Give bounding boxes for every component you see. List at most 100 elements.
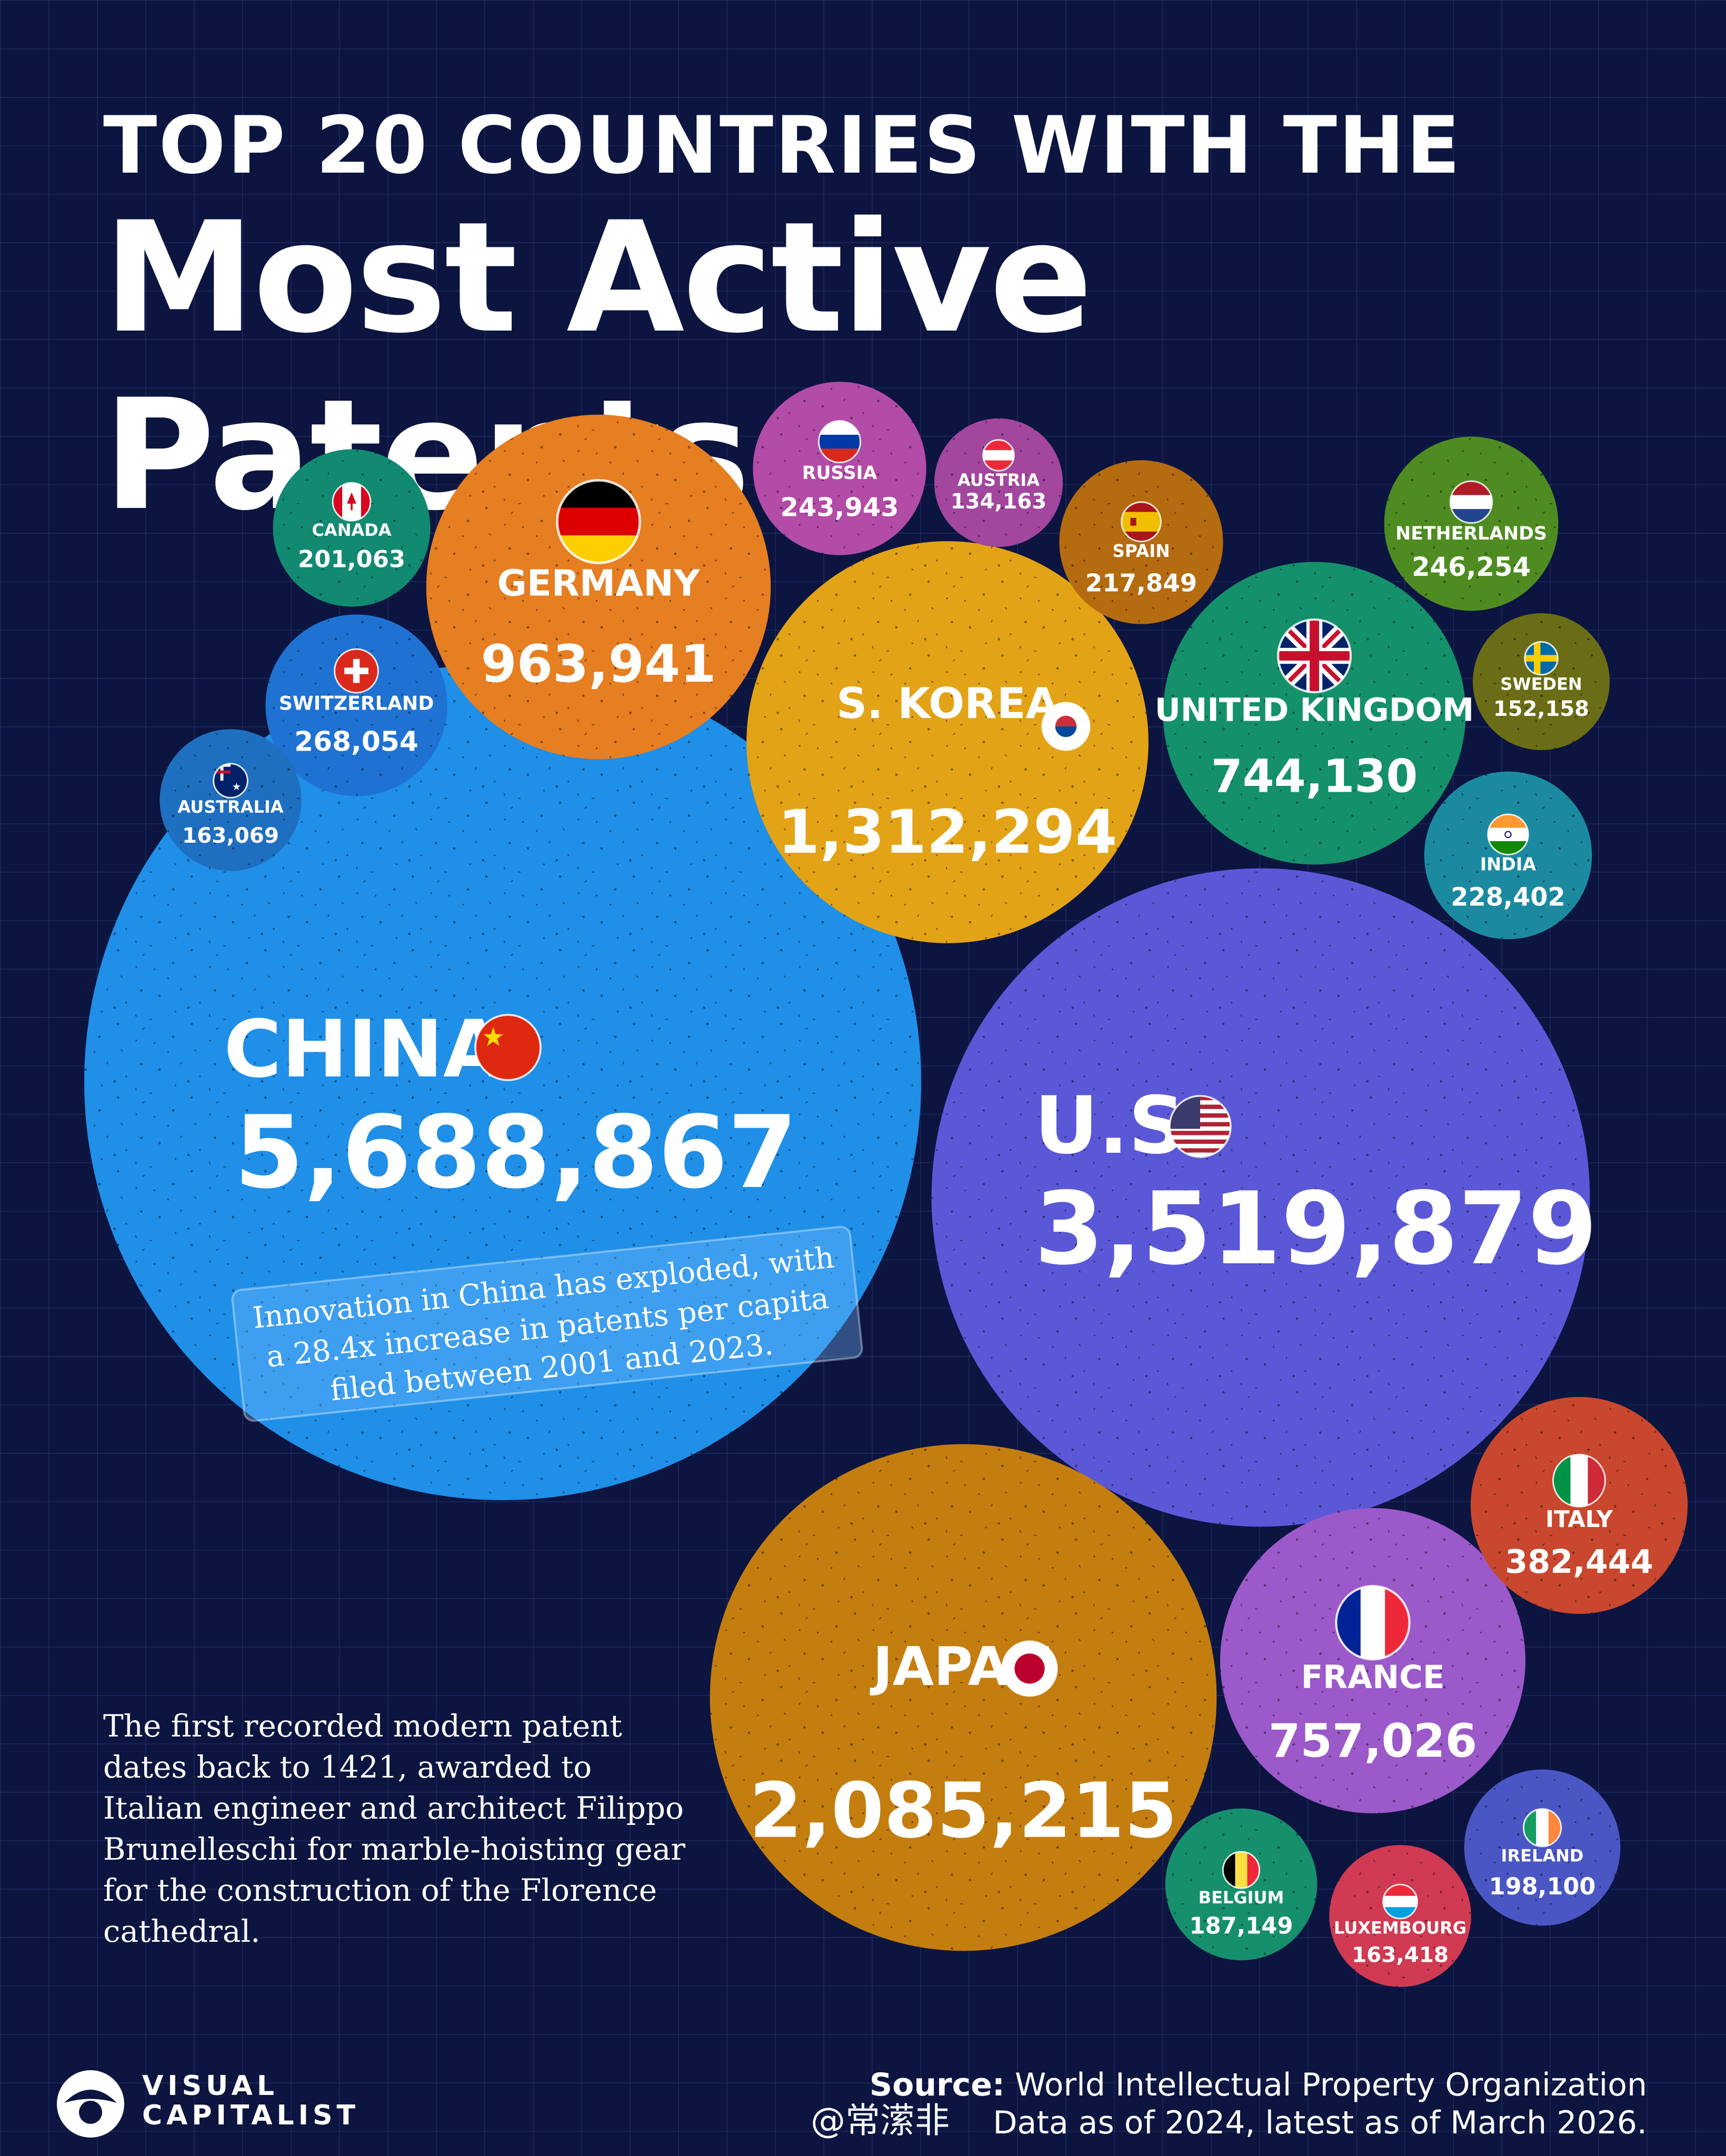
austria-flag-icon: [982, 439, 1015, 472]
south-korea-flag-icon: [1041, 702, 1091, 751]
bubble-texture-france: [1220, 1508, 1526, 1814]
bubble-france: FRANCE 757,026: [1220, 1508, 1526, 1814]
belgium-flag-icon: [1222, 1851, 1261, 1889]
bubble-label-switzerland: SWITZERLAND: [279, 692, 434, 715]
us-flag-icon: [1169, 1095, 1232, 1158]
bubble-texture-s-korea: [746, 541, 1149, 943]
bubble-value-russia: 243,943: [781, 492, 899, 523]
bubble-value-s-korea: 1,312,294: [778, 797, 1118, 867]
bubble-value-japan: 2,085,215: [750, 1767, 1178, 1855]
germany-flag-icon: [556, 479, 641, 564]
japan-flag-icon: [1001, 1640, 1058, 1697]
bubble-texture-australia: [159, 729, 302, 871]
bubble-label-ireland: IRELAND: [1501, 1846, 1584, 1866]
russia-flag-icon: [817, 420, 862, 464]
bubble-texture-germany: [426, 414, 771, 760]
bubble-value-switzerland: 268,054: [294, 726, 418, 757]
bubble-texture-austria: [934, 418, 1063, 547]
switzerland-flag-icon: [334, 648, 379, 694]
source-date: Data as of 2024, latest as of March 2026…: [993, 2104, 1647, 2141]
bubble-value-china: 5,688,867: [234, 1094, 797, 1211]
bubble-value-sweden: 152,158: [1493, 697, 1589, 721]
source-text: World Intellectual Property Organization: [1014, 2067, 1647, 2103]
bubble-label-sweden: SWEDEN: [1500, 674, 1582, 694]
uk-flag-icon: [1276, 618, 1352, 694]
bubble-russia: RUSSIA 243,943: [753, 382, 926, 555]
spain-flag-icon: [1121, 501, 1162, 543]
bubble-u-s: U.S.3,519,879: [931, 868, 1598, 1527]
bubble-label-china: CHINA: [224, 1004, 504, 1095]
bubble-label-canada: CANADA: [312, 520, 391, 540]
bubble-value-belgium: 187,149: [1190, 1913, 1293, 1940]
bubble-australia: AUSTRALIA 163,069 ★: [159, 729, 302, 871]
bubble-belgium: BELGIUM 187,149: [1165, 1808, 1318, 1961]
bubble-label-france: FRANCE: [1301, 1659, 1445, 1696]
brand-name: VISUAL CAPITALIST: [142, 2071, 360, 2130]
bubble-germany: GERMANY 963,941: [426, 414, 771, 760]
bubble-label-spain: SPAIN: [1112, 541, 1170, 561]
bubble-value-italy: 382,444: [1505, 1543, 1653, 1581]
bubble-italy: ITALY 382,444: [1470, 1396, 1688, 1614]
bubble-label-austria: AUSTRIA: [957, 470, 1040, 490]
bubble-luxembourg: LUXEMBOURG 163,418: [1329, 1845, 1471, 1987]
france-flag-icon: [1335, 1585, 1411, 1661]
bubble-label-italy: ITALY: [1545, 1506, 1613, 1533]
bubble-label-germany: GERMANY: [497, 562, 700, 604]
bubble-value-united-kingdom: 744,130: [1211, 751, 1418, 803]
bubble-texture-japan: [710, 1444, 1217, 1951]
bubble-india: INDIA 228,402: [1424, 771, 1592, 940]
italy-flag-icon: [1552, 1453, 1606, 1508]
visual-capitalist-logo-icon: [57, 2070, 124, 2138]
bubble-value-netherlands: 246,254: [1412, 552, 1531, 582]
annotation-box: [231, 1225, 863, 1422]
bubble-value-france: 757,026: [1269, 1714, 1477, 1768]
bubble-s-korea: S. KOREA 1,312,294: [746, 541, 1149, 943]
brand-line-2: CAPITALIST: [142, 2100, 360, 2131]
bubble-value-spain: 217,849: [1085, 569, 1198, 597]
bubble-label-luxembourg: LUXEMBOURG: [1334, 1918, 1466, 1938]
canada-flag-icon: [332, 482, 372, 522]
history-note: The first recorded modern patent dates b…: [103, 1708, 685, 1949]
netherlands-flag-icon: [1449, 480, 1493, 524]
bubble-value-u-s: 3,519,879: [1034, 1171, 1598, 1287]
bubble-texture-sweden: [1472, 613, 1610, 751]
sweden-flag-icon: [1524, 641, 1559, 676]
bubble-label-belgium: BELGIUM: [1199, 1888, 1284, 1908]
bubble-spain: SPAIN 217,849: [1059, 460, 1223, 624]
bubble-united-kingdom: UNITED KINGDOM 744,130: [1155, 562, 1474, 865]
bubble-netherlands: NETHERLANDS 246,254: [1384, 436, 1559, 611]
australia-flag-icon: ★: [213, 763, 248, 798]
bubble-sweden: SWEDEN 152,158: [1472, 613, 1610, 751]
source-note: Source: World Intellectual Property Orga…: [870, 2066, 1647, 2142]
luxembourg-flag-icon: [1382, 1883, 1418, 1920]
bubble-texture-canada: [273, 449, 431, 607]
bubble-texture-ireland: [1464, 1769, 1621, 1926]
bubble-switzerland: SWITZERLAND 268,054: [265, 614, 447, 796]
china-flag-icon: ★: [474, 1014, 542, 1081]
bubble-texture-united-kingdom: [1163, 562, 1466, 865]
bubble-value-australia: 163,069: [182, 823, 279, 848]
bubble-label-russia: RUSSIA: [802, 463, 877, 484]
bubble-texture-russia: [753, 382, 926, 555]
social-handle: @常潆非: [811, 2100, 950, 2141]
bubble-value-ireland: 198,100: [1489, 1873, 1596, 1900]
bubble-texture-china: [84, 663, 921, 1500]
source-label: Source:: [869, 2067, 1005, 2103]
bubble-value-austria: 134,163: [951, 490, 1046, 514]
ireland-flag-icon: [1522, 1808, 1562, 1848]
bubble-texture-switzerland: [265, 614, 447, 796]
brand-line-1: VISUAL: [142, 2070, 279, 2102]
bubble-ireland: IRELAND 198,100: [1464, 1769, 1621, 1926]
svg-text:★: ★: [482, 1022, 505, 1052]
bubble-value-canada: 201,063: [298, 545, 405, 573]
bubble-label-india: INDIA: [1480, 854, 1537, 875]
bubble-label-netherlands: NETHERLANDS: [1395, 523, 1547, 544]
bubble-label-s-korea: S. KOREA: [836, 679, 1058, 728]
bubble-label-united-kingdom: UNITED KINGDOM: [1155, 692, 1474, 728]
bubble-value-india: 228,402: [1451, 883, 1565, 912]
india-flag-icon: [1487, 813, 1529, 856]
